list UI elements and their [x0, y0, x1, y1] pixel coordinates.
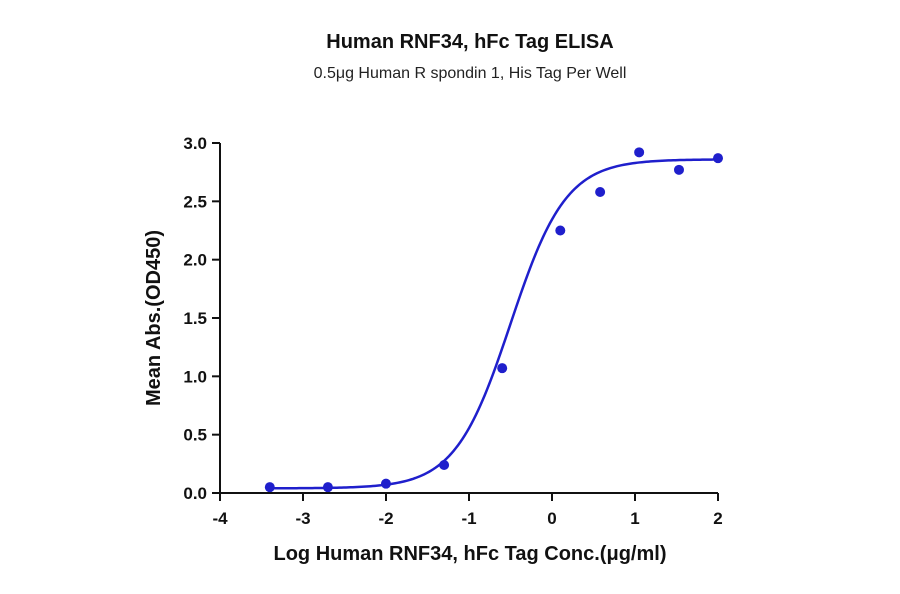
data-point [497, 363, 508, 374]
x-axis-ticks: -4 -3 -2 -1 0 1 2 [212, 493, 723, 528]
x-tick-label: -4 [212, 509, 228, 528]
x-tick-label: -1 [461, 509, 476, 528]
data-point [322, 482, 333, 493]
data-point [381, 478, 391, 489]
y-tick-label: 3.0 [183, 134, 207, 153]
data-point [264, 482, 275, 493]
y-tick-label: 1.0 [183, 367, 207, 386]
fit-curve [269, 158, 719, 490]
x-axis-label: Log Human RNF34, hFc Tag Conc.(μg/ml) [274, 543, 667, 565]
data-points [264, 147, 723, 493]
x-tick-label: 2 [713, 509, 722, 528]
data-point [439, 460, 450, 470]
x-tick-label: 1 [630, 509, 639, 528]
y-axis-label: Mean Abs.(OD450) [143, 230, 165, 406]
data-point [673, 164, 684, 175]
y-axis-ticks: 0.0 0.5 1.0 1.5 2.0 2.5 3.0 [183, 134, 220, 503]
chart-subtitle: 0.5μg Human R spondin 1, His Tag Per Wel… [314, 65, 627, 82]
data-point [713, 153, 723, 164]
data-point [555, 225, 566, 236]
x-tick-label: -2 [378, 509, 393, 528]
x-tick-label: 0 [547, 509, 556, 528]
y-tick-label: 1.5 [183, 309, 207, 328]
y-tick-label: 2.0 [183, 251, 207, 270]
plot-area [264, 147, 723, 493]
y-tick-label: 0.0 [183, 484, 207, 503]
data-point [595, 187, 606, 197]
data-point [634, 147, 645, 158]
y-tick-label: 2.5 [183, 192, 207, 211]
y-tick-label: 0.5 [183, 426, 207, 445]
x-tick-label: -3 [295, 509, 310, 528]
chart-title: Human RNF34, hFc Tag ELISA [326, 31, 613, 53]
